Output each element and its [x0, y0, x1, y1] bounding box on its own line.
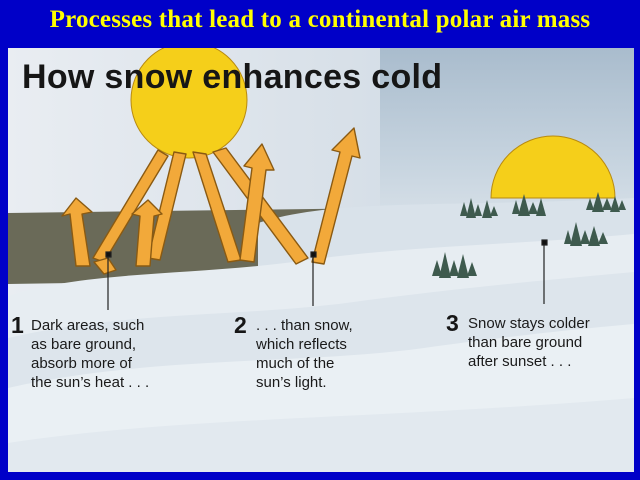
step-text: . . . than snow, which reflects much of … [256, 316, 353, 392]
step-line: sun’s light. [256, 374, 327, 391]
diagram-heading: How snow enhances cold [22, 58, 443, 96]
step-text: Dark areas, such as bare ground, absorb … [31, 316, 149, 392]
step-line: the sun’s heat . . . [31, 374, 150, 391]
step-line: Snow stays colder [468, 315, 590, 332]
step-line: after sunset . . . [468, 353, 572, 370]
sun [130, 48, 248, 159]
trees [432, 192, 626, 278]
step-line: than bare ground [468, 334, 583, 351]
step-number: 1 [11, 312, 24, 338]
step-line: which reflects [256, 336, 347, 353]
snow-scene-illustration [8, 48, 634, 472]
sun-ray-arrows [61, 127, 361, 275]
slide-title: Processes that lead to a continental pol… [49, 6, 591, 33]
snow-hill-4 [8, 398, 634, 472]
leader-lines [105, 239, 548, 310]
step-line: . . . than snow, [256, 317, 353, 334]
step-line: much of the [256, 355, 335, 372]
step-line: absorb more of [31, 355, 132, 372]
step-text: Snow stays colder than bare ground after… [468, 314, 590, 371]
setting-sun [490, 135, 616, 199]
step-line: Dark areas, such [31, 317, 145, 334]
step-number: 3 [446, 310, 459, 336]
diagram-panel: How snow enhances cold 1 Dark areas, suc… [8, 48, 634, 472]
step-line: as bare ground, [31, 336, 137, 353]
step-number: 2 [234, 312, 247, 338]
